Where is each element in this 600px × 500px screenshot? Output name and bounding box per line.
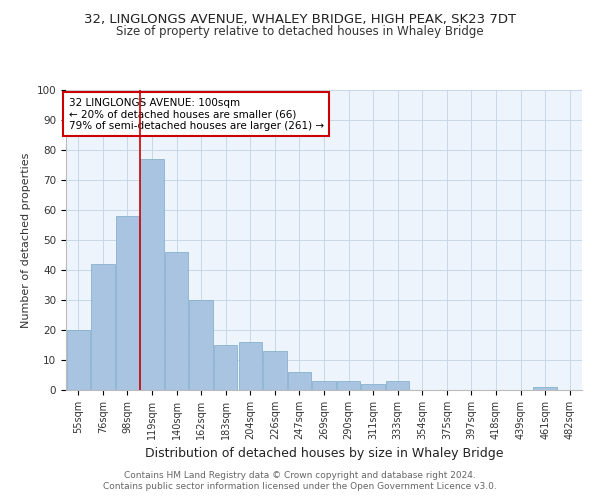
Bar bbox=[190, 300, 213, 390]
Bar bbox=[263, 351, 287, 390]
Bar bbox=[140, 159, 164, 390]
Bar bbox=[533, 387, 557, 390]
Bar bbox=[116, 216, 139, 390]
Text: Contains public sector information licensed under the Open Government Licence v3: Contains public sector information licen… bbox=[103, 482, 497, 491]
Y-axis label: Number of detached properties: Number of detached properties bbox=[21, 152, 31, 328]
Bar bbox=[361, 384, 385, 390]
Bar bbox=[214, 345, 238, 390]
Bar bbox=[386, 381, 409, 390]
Text: Size of property relative to detached houses in Whaley Bridge: Size of property relative to detached ho… bbox=[116, 25, 484, 38]
Text: 32, LINGLONGS AVENUE, WHALEY BRIDGE, HIGH PEAK, SK23 7DT: 32, LINGLONGS AVENUE, WHALEY BRIDGE, HIG… bbox=[84, 12, 516, 26]
Text: Contains HM Land Registry data © Crown copyright and database right 2024.: Contains HM Land Registry data © Crown c… bbox=[124, 471, 476, 480]
Bar bbox=[288, 372, 311, 390]
Bar bbox=[239, 342, 262, 390]
X-axis label: Distribution of detached houses by size in Whaley Bridge: Distribution of detached houses by size … bbox=[145, 448, 503, 460]
Text: 32 LINGLONGS AVENUE: 100sqm
← 20% of detached houses are smaller (66)
79% of sem: 32 LINGLONGS AVENUE: 100sqm ← 20% of det… bbox=[68, 98, 324, 130]
Bar bbox=[313, 381, 335, 390]
Bar bbox=[165, 252, 188, 390]
Bar bbox=[67, 330, 90, 390]
Bar bbox=[337, 381, 360, 390]
Bar bbox=[91, 264, 115, 390]
